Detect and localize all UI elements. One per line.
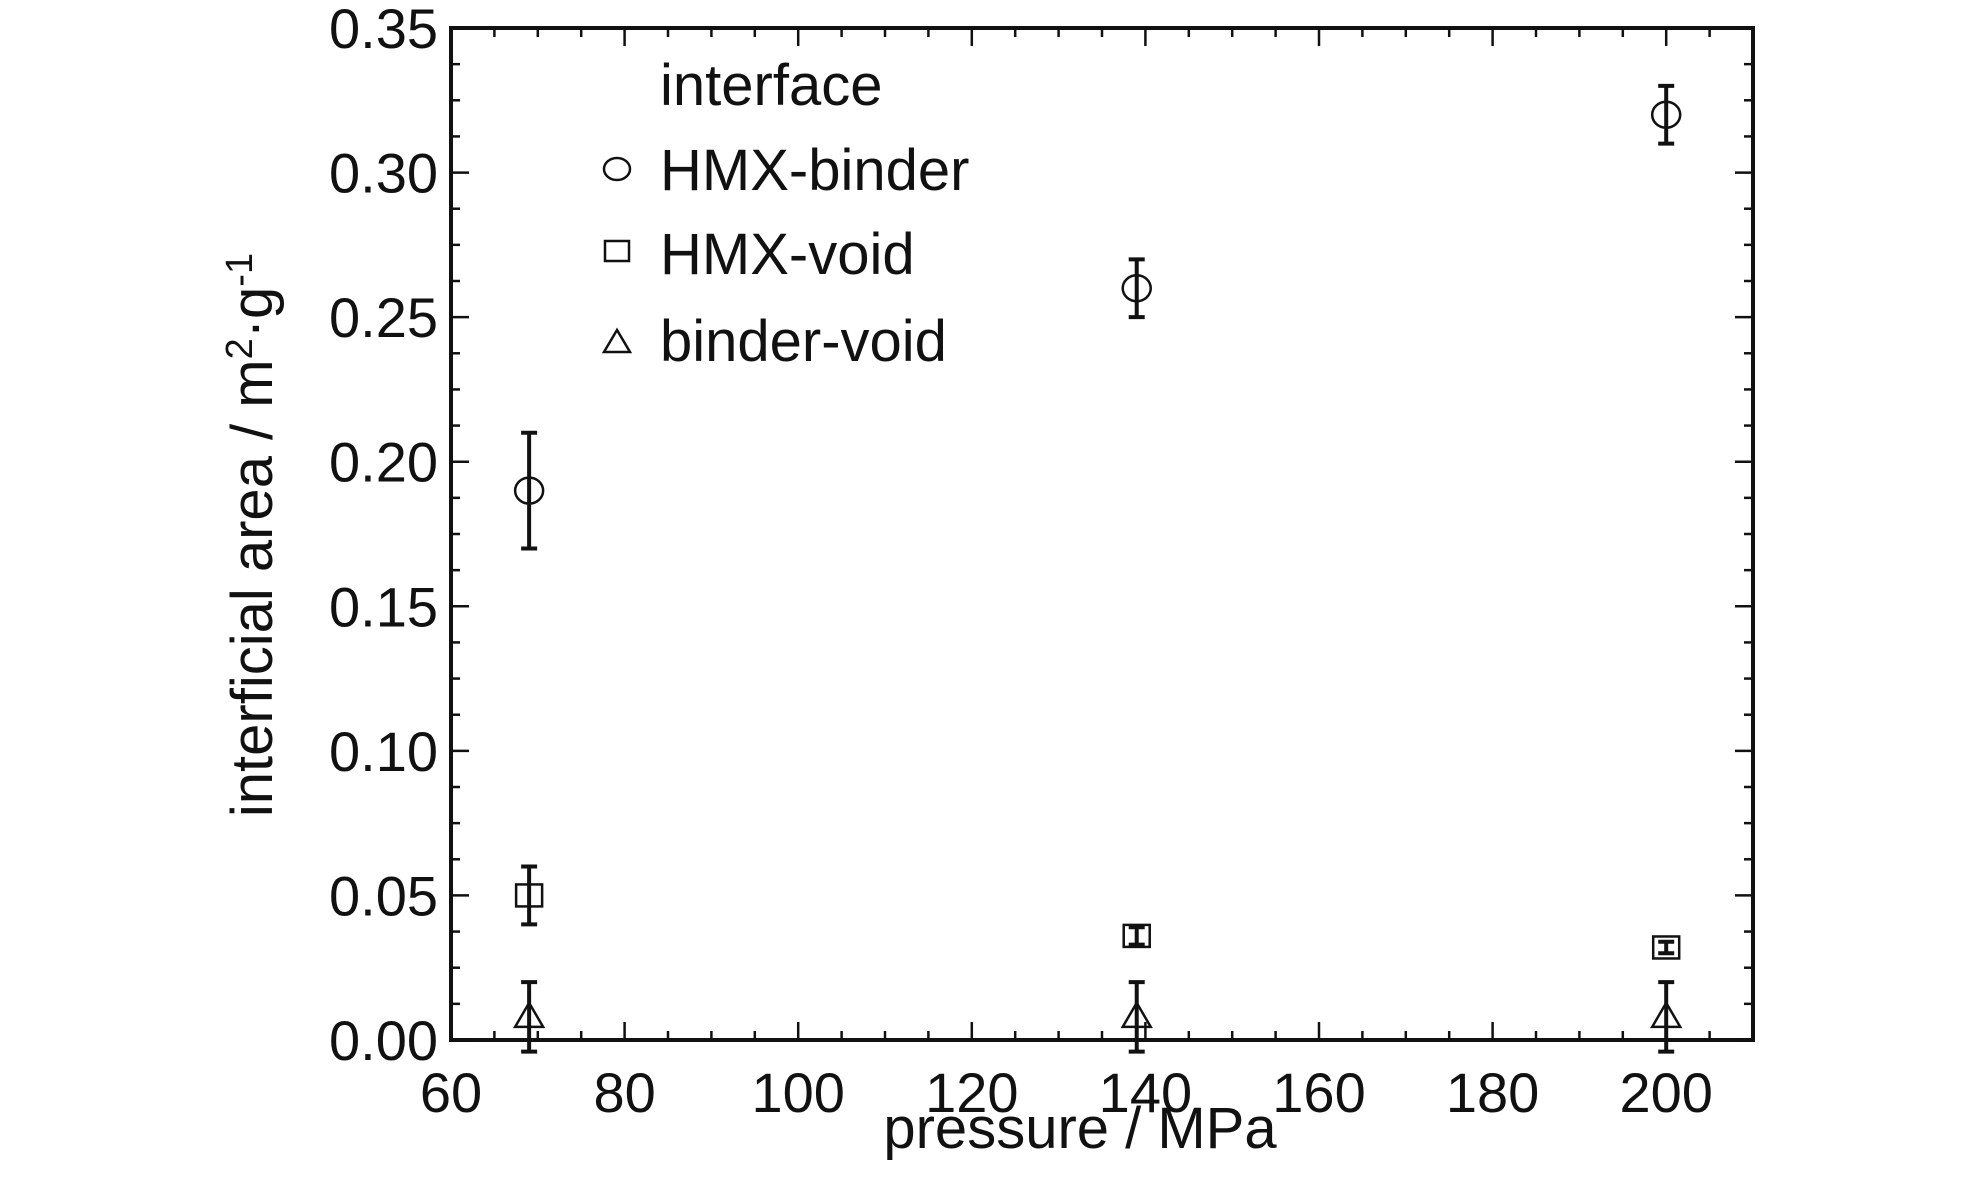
x-tick-label: 120 bbox=[925, 1061, 1018, 1124]
data-point-triangle bbox=[1650, 980, 1683, 1054]
circle-marker bbox=[1121, 273, 1152, 303]
legend: interface HMX-binder HMX-void binder-voi… bbox=[601, 53, 969, 374]
axis-ticks bbox=[449, 26, 1755, 1042]
data-point-circle bbox=[513, 430, 545, 551]
y-tick-label: 0.00 bbox=[329, 1009, 438, 1072]
y-axis-title-mid: ·g bbox=[220, 287, 285, 339]
x-axis-title: pressure / MPa bbox=[883, 1096, 1277, 1161]
triangle-marker bbox=[1120, 1000, 1153, 1029]
data-point-circle bbox=[1121, 257, 1152, 320]
square-marker bbox=[514, 883, 544, 908]
y-tick-label: 0.35 bbox=[329, 0, 438, 60]
y-tick-label: 0.10 bbox=[329, 720, 438, 783]
data-point-square bbox=[514, 864, 544, 927]
legend-label-hmx-void: HMX-void bbox=[660, 222, 915, 287]
x-tick-label: 140 bbox=[1099, 1061, 1192, 1124]
data-points bbox=[512, 83, 1683, 1054]
triangle-marker bbox=[512, 1000, 546, 1029]
x-tick-label: 160 bbox=[1272, 1061, 1365, 1124]
x-tick-label: 100 bbox=[751, 1061, 844, 1124]
circle-marker bbox=[1650, 100, 1682, 129]
legend-triangle-marker bbox=[601, 327, 633, 354]
y-tick-label: 0.15 bbox=[329, 575, 438, 638]
y-tick-label: 0.30 bbox=[329, 142, 438, 205]
legend-label-hmx-binder: HMX-binder bbox=[660, 138, 969, 203]
legend-item-hmx-void: HMX-void bbox=[603, 222, 915, 287]
y-axis-title-sup2: -1 bbox=[219, 253, 261, 287]
legend-title: interface bbox=[660, 53, 882, 118]
legend-square-marker bbox=[603, 239, 631, 263]
circle-marker bbox=[513, 476, 545, 505]
data-point-square bbox=[1651, 935, 1681, 960]
y-tick-label: 0.25 bbox=[329, 286, 438, 349]
y-axis-title-main: interficial area / m bbox=[220, 359, 285, 817]
x-tick-label: 60 bbox=[420, 1061, 482, 1124]
square-marker bbox=[1651, 935, 1681, 960]
y-tick-labels: 0.00 0.05 0.10 0.15 0.20 0.25 0.30 0.35 bbox=[329, 0, 438, 1072]
legend-circle-marker bbox=[602, 156, 632, 182]
x-tick-label: 180 bbox=[1446, 1061, 1539, 1124]
data-point-triangle bbox=[1120, 980, 1153, 1054]
y-axis-title: interficial area / m2·g-1 bbox=[219, 253, 285, 817]
y-tick-label: 0.05 bbox=[329, 864, 438, 927]
data-point-triangle bbox=[512, 980, 546, 1054]
data-point-square bbox=[1122, 923, 1151, 949]
data-point-circle bbox=[1650, 83, 1682, 146]
y-tick-label: 0.20 bbox=[329, 431, 438, 494]
legend-item-binder-void: binder-void bbox=[601, 309, 947, 374]
x-tick-labels: 60 80 100 120 140 160 180 200 bbox=[420, 1061, 1713, 1124]
x-tick-label: 200 bbox=[1619, 1061, 1712, 1124]
y-axis-title-sup1: 2 bbox=[219, 338, 261, 359]
legend-label-binder-void: binder-void bbox=[660, 309, 947, 374]
square-marker bbox=[1122, 923, 1151, 949]
plot-frame bbox=[449, 26, 1755, 1042]
legend-item-hmx-binder: HMX-binder bbox=[602, 138, 969, 203]
triangle-marker bbox=[1650, 1000, 1683, 1029]
x-tick-label: 80 bbox=[593, 1061, 655, 1124]
